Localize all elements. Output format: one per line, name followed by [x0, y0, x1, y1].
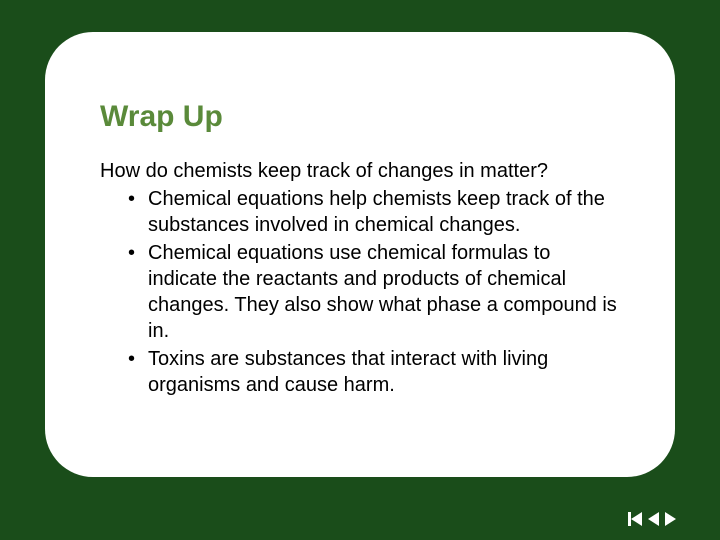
slide-question: How do chemists keep track of changes in… — [100, 158, 620, 184]
next-slide-button[interactable] — [665, 512, 676, 526]
list-item: Toxins are substances that interact with… — [128, 346, 620, 398]
slide-title: Wrap Up — [100, 100, 620, 134]
list-item: Chemical equations help chemists keep tr… — [128, 186, 620, 238]
first-slide-button[interactable] — [628, 512, 642, 526]
first-triangle-icon — [631, 512, 642, 526]
bullet-list: Chemical equations help chemists keep tr… — [100, 186, 620, 398]
slide-card: Wrap Up How do chemists keep track of ch… — [45, 32, 675, 477]
previous-slide-button[interactable] — [648, 512, 659, 526]
nav-controls — [628, 512, 676, 526]
list-item: Chemical equations use chemical formulas… — [128, 240, 620, 344]
